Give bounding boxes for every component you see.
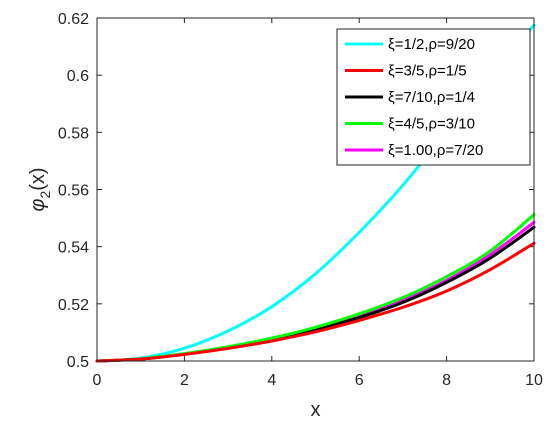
- legend-label-1: ξ=3/5,ρ=1/5: [388, 63, 467, 80]
- y-axis-label-main: φ: [27, 199, 49, 212]
- series-lines: [95, 23, 536, 363]
- x-tick-label: 8: [442, 372, 451, 389]
- y-tick-label: 0.56: [58, 183, 89, 200]
- x-tick-label: 6: [355, 372, 364, 389]
- x-tick-label: 0: [93, 372, 102, 389]
- legend: ξ=1/2,ρ=9/20 ξ=3/5,ρ=1/5 ξ=7/10,ρ=1/4 ξ=4/5…: [336, 28, 531, 166]
- axis-ticks: 0 2 4 6 8 10 0.5 0.52 0.54 0.56 0.58 0.6 0.62: [58, 11, 543, 389]
- y-tick-label: 0.52: [58, 297, 89, 314]
- y-axis-label-subscript: 2: [37, 191, 53, 199]
- series-line-1: [95, 241, 536, 363]
- legend-label-4: ξ=1.00,ρ=7/20: [388, 142, 483, 159]
- y-tick-label: 0.5: [67, 354, 89, 371]
- x-tick-label: 4: [267, 372, 276, 389]
- y-axis-label-suffix: (x): [27, 167, 49, 190]
- series-line-3: [95, 213, 536, 363]
- x-tick-label: 10: [525, 372, 543, 389]
- x-axis-label: x: [311, 399, 321, 421]
- legend-label-0: ξ=1/2,ρ=9/20: [388, 36, 475, 53]
- x-tick-label: 2: [180, 372, 189, 389]
- y-tick-label: 0.62: [58, 11, 89, 28]
- y-tick-label: 0.58: [58, 125, 89, 142]
- series-line-2: [95, 225, 536, 363]
- y-tick-label: 0.6: [67, 68, 89, 85]
- legend-label-3: ξ=4/5,ρ=3/10: [388, 116, 475, 133]
- y-tick-label: 0.54: [58, 240, 89, 257]
- plot-frame: [96, 17, 535, 362]
- legend-label-2: ξ=7/10,ρ=1/4: [388, 89, 475, 106]
- series-line-4: [95, 220, 536, 363]
- y-axis-label: φ2(x): [27, 167, 53, 211]
